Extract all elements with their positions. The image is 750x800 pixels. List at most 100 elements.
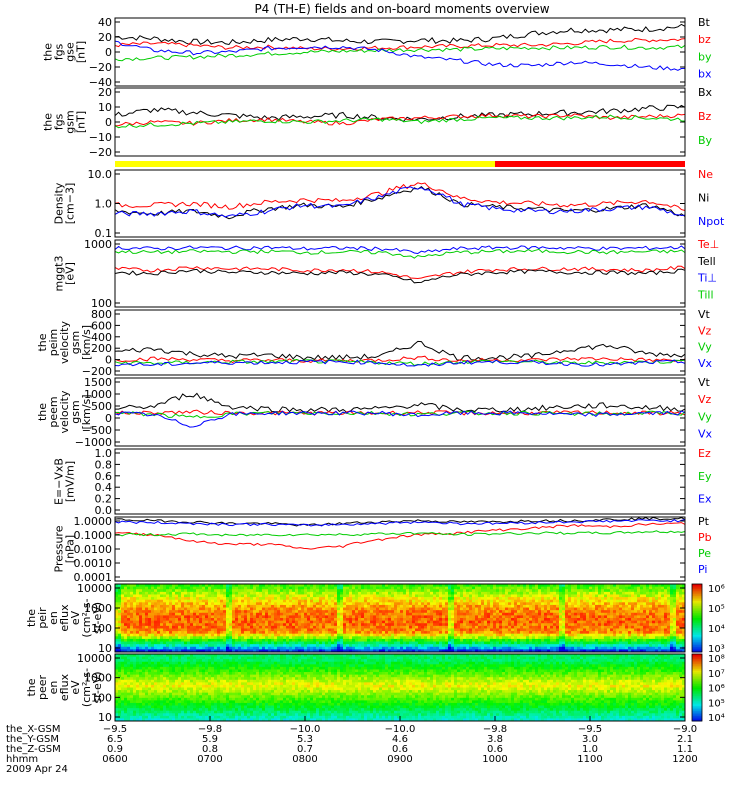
heatmap-cell [310,638,314,642]
heatmap-cell [643,610,647,614]
heatmap-cell [325,628,329,632]
heatmap-cell [559,597,563,601]
heatmap-cell [430,631,434,635]
heatmap-cell [220,628,224,632]
heatmap-cell [487,618,491,622]
heatmap-cell [496,620,500,624]
heatmap-cell [154,594,158,598]
heatmap-cell [625,597,629,601]
heatmap-cell [253,633,257,637]
heatmap-cell [499,599,503,603]
heatmap-cell [616,618,620,622]
heatmap-cell [139,612,143,616]
heatmap-cell [556,638,560,642]
heatmap-cell [418,631,422,635]
heatmap-cell [514,610,518,614]
heatmap-cell [124,597,128,601]
heatmap-cell [430,638,434,642]
heatmap-cell [571,602,575,606]
heatmap-cell [457,641,461,645]
heatmap-cell [493,625,497,629]
heatmap-cell [214,636,218,640]
heatmap-cell [316,591,320,595]
heatmap-cell [343,631,347,635]
heatmap-cell [466,586,470,590]
heatmap-cell [409,610,413,614]
heatmap-cell [412,612,416,616]
heatmap-cell [310,625,314,629]
heatmap-cell [244,623,248,627]
heatmap-cell [316,615,320,619]
heatmap-cell [373,633,377,637]
heatmap-cell [346,628,350,632]
heatmap-cell [133,620,137,624]
heatmap-cell [511,641,515,645]
heatmap-cell [298,599,302,603]
heatmap-cell [289,646,293,650]
heatmap-cell [280,594,284,598]
heatmap-cell [550,615,554,619]
heatmap-cell [556,623,560,627]
y-tick-label: 0.0001 [74,571,113,584]
heatmap-cell [529,602,533,606]
heatmap-cell [553,604,557,608]
heatmap-cell [313,602,317,606]
heatmap-cell [175,620,179,624]
legend-By: By [698,134,713,147]
heatmap-cell [322,597,326,601]
heatmap-cell [604,591,608,595]
heatmap-cell [172,623,176,627]
heatmap-cell [538,641,542,645]
heatmap-cell [613,586,617,590]
heatmap-cell [388,631,392,635]
heatmap-cell [535,594,539,598]
heatmap-cell [367,646,371,650]
heatmap-cell [118,597,122,601]
heatmap-cell [370,620,374,624]
heatmap-cell [637,584,641,588]
heatmap-cell [658,631,662,635]
heatmap-cell [640,641,644,645]
heatmap-cell [259,623,263,627]
heatmap-cell [220,589,224,593]
heatmap-cell [619,607,623,611]
heatmap-cell [226,589,230,593]
heatmap-cell [433,607,437,611]
heatmap-cell [580,607,584,611]
heatmap-cell [436,628,440,632]
heatmap-cell [181,623,185,627]
heatmap-cell [505,625,509,629]
heatmap-cell [184,594,188,598]
heatmap-cell [466,649,470,653]
heatmap-cell [520,644,524,648]
heatmap-cell [586,649,590,653]
heatmap-cell [271,628,275,632]
heatmap-cell [592,628,596,632]
heatmap-cell [514,633,518,637]
heatmap-cell [292,646,296,650]
heatmap-cell [295,618,299,622]
heatmap-cell [595,618,599,622]
heatmap-cell [496,646,500,650]
heatmap-cell [118,594,122,598]
panel-frame [114,239,686,308]
heatmap-cell [568,591,572,595]
heatmap-cell [457,589,461,593]
heatmap-cell [163,641,167,645]
heatmap-cell [169,644,173,648]
heatmap-cell [322,594,326,598]
heatmap-cell [610,604,614,608]
heatmap-cell [610,591,614,595]
heatmap-cell [175,618,179,622]
heatmap-cell [199,604,203,608]
heatmap-cell [250,584,254,588]
heatmap-cell [346,646,350,650]
heatmap-cell [145,610,149,614]
heatmap-cell [388,612,392,616]
heatmap-cell [463,641,467,645]
heatmap-cell [268,625,272,629]
heatmap-cell [232,638,236,642]
heatmap-cell [514,607,518,611]
heatmap-cell [628,584,632,588]
heatmap-cell [556,631,560,635]
